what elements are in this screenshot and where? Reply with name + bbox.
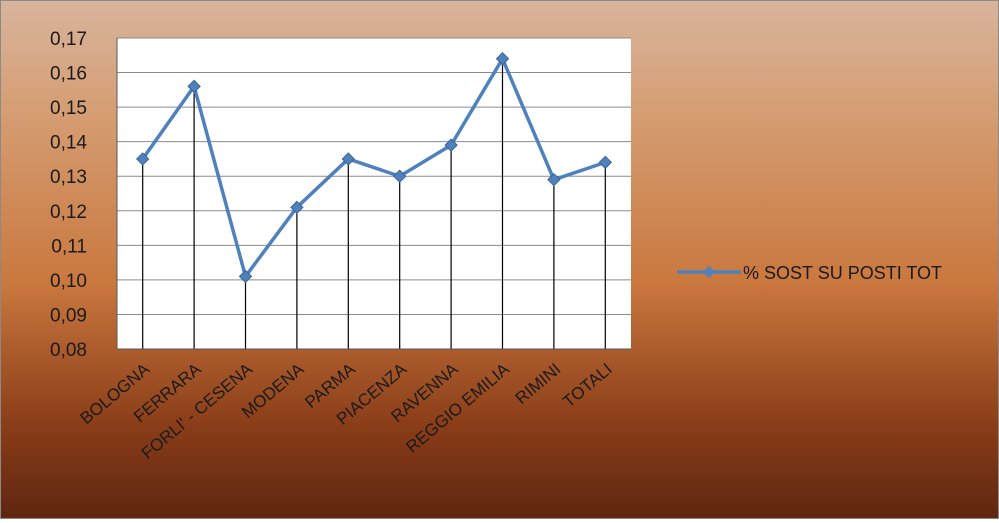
- data-point-marker: [290, 200, 304, 215]
- data-point-marker: [341, 152, 356, 166]
- y-tick-label: 0,12: [50, 202, 87, 223]
- y-tick-label: 0,16: [50, 64, 87, 85]
- data-point-marker: [238, 269, 253, 284]
- y-tick-label: 0,14: [50, 133, 87, 154]
- x-tick-label: RIMINI: [512, 360, 565, 409]
- plot-area: [117, 38, 631, 349]
- x-tick-label: TOTALI: [559, 360, 616, 412]
- y-tick-labels: 0,17 0,16 0,15 0,14 0,13 0,12 0,11 0,10 0,09 0,08: [50, 29, 87, 361]
- y-tick-label: 0,11: [51, 236, 87, 257]
- series-line: [141, 56, 606, 279]
- data-point-marker: [392, 169, 407, 183]
- y-tick-label: 0,10: [50, 271, 87, 292]
- y-tick-label: 0,08: [50, 340, 87, 361]
- drop-lines: [142, 58, 606, 349]
- data-point-marker: [444, 138, 458, 152]
- legend: % SOST SU POSTI TOT: [677, 263, 942, 283]
- data-point-marker: [187, 79, 201, 94]
- y-tick-label: 0,13: [50, 167, 87, 188]
- data-point-marker: [547, 172, 561, 187]
- data-point-marker: [135, 152, 150, 166]
- gridlines: [117, 37, 631, 315]
- legend-label: % SOST SU POSTI TOT: [743, 263, 942, 283]
- data-point-marker: [495, 52, 510, 66]
- series-layer: [135, 52, 613, 284]
- data-point-marker: [598, 155, 613, 170]
- y-tick-label: 0,17: [50, 29, 87, 50]
- legend-marker: [703, 266, 715, 278]
- y-tick-label: 0,09: [50, 305, 87, 326]
- y-tick-label: 0,15: [50, 98, 87, 119]
